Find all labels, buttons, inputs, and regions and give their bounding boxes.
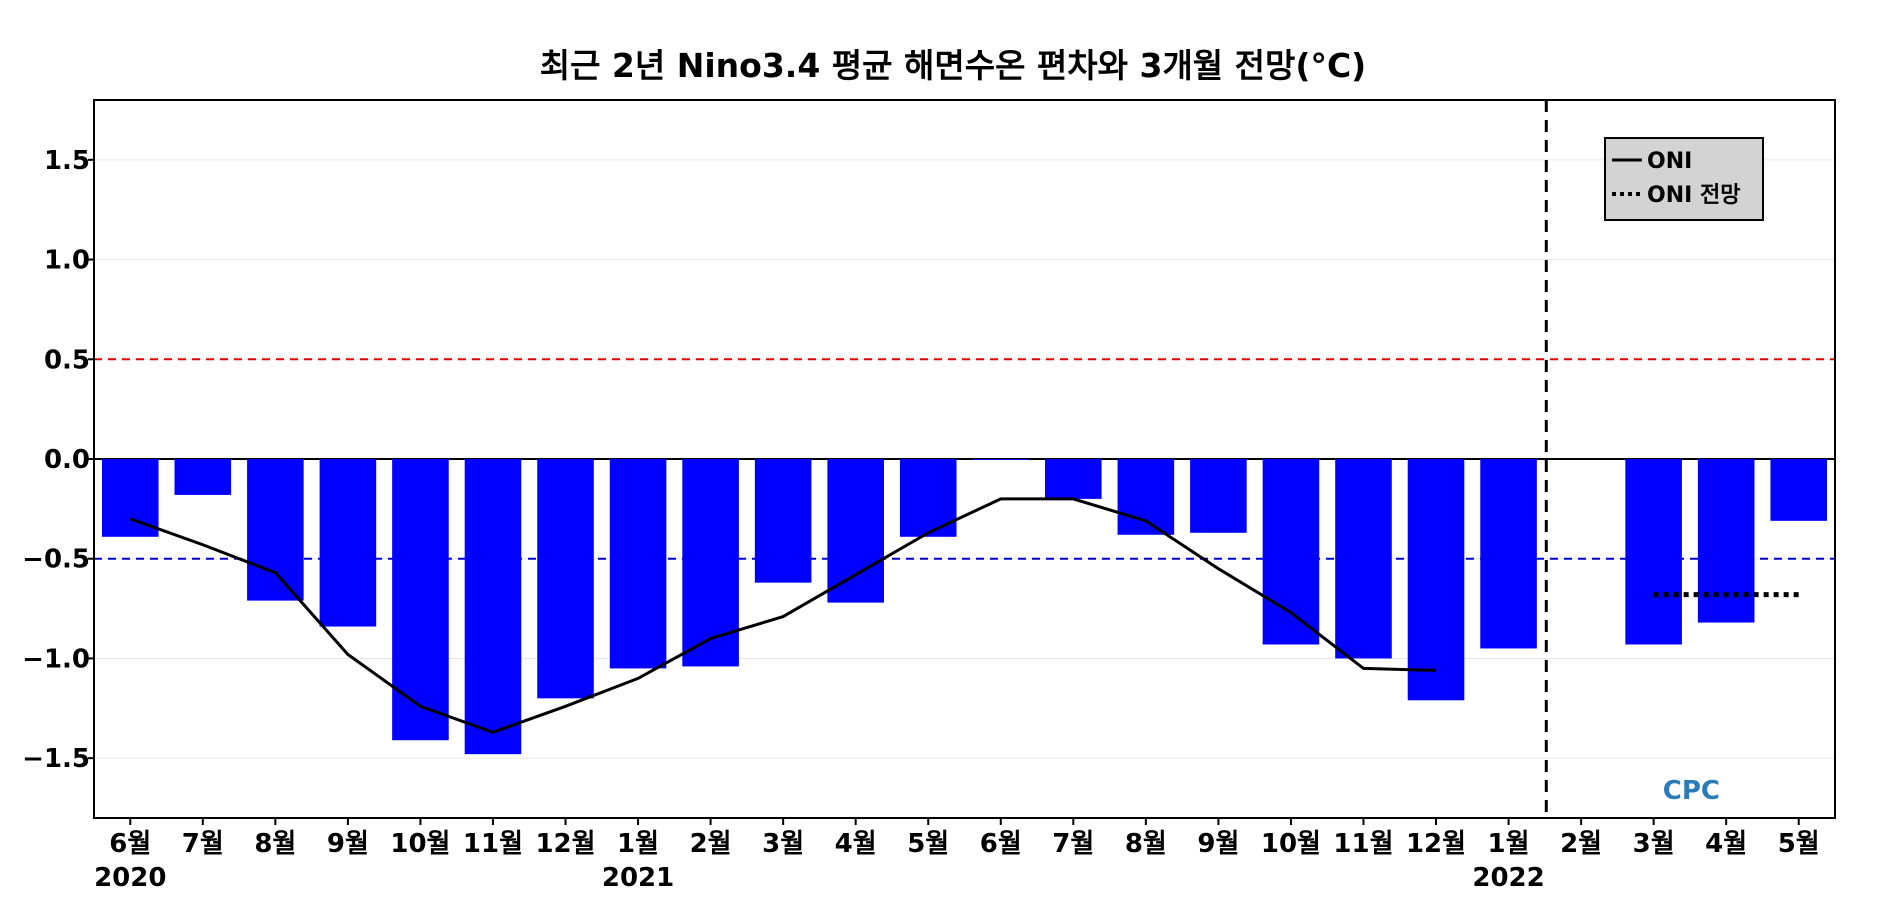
year-label-2: 2022 bbox=[1472, 863, 1544, 893]
bar-2 bbox=[247, 459, 304, 601]
bar-18 bbox=[1407, 459, 1465, 701]
x-tick-label-7: 1월 bbox=[617, 829, 659, 859]
year-label-0: 2020 bbox=[94, 863, 166, 893]
bar-7 bbox=[609, 459, 667, 669]
bar-0 bbox=[101, 459, 159, 537]
x-tick-label-23: 5월 bbox=[1778, 829, 1820, 859]
x-tick-label-16: 10월 bbox=[1261, 829, 1321, 859]
x-tick-label-19: 1월 bbox=[1488, 829, 1530, 859]
anomaly-bars bbox=[101, 459, 1828, 755]
bar-8 bbox=[682, 459, 739, 667]
bar-19 bbox=[1480, 459, 1537, 649]
bar-15 bbox=[1190, 459, 1247, 533]
y-tick-label-6: −1.5 bbox=[22, 744, 90, 774]
y-tick-label-1: 1.0 bbox=[44, 246, 90, 276]
y-tick-label-4: −0.5 bbox=[22, 545, 90, 575]
y-tick-label-3: 0.0 bbox=[44, 445, 90, 475]
x-tick-label-14: 8월 bbox=[1125, 829, 1167, 859]
x-tick-label-18: 12월 bbox=[1406, 829, 1466, 859]
y-tick-label-5: −1.0 bbox=[22, 644, 90, 674]
x-tick-labels: 6월 7월 8월 9월 10월 11월 12월 1월 2월 3월 4월 5월 6월 7월 8월 9월 10월 11… bbox=[109, 829, 1819, 859]
bar-21 bbox=[1625, 459, 1682, 645]
x-tick-label-22: 4월 bbox=[1705, 829, 1747, 859]
x-tick-label-13: 7월 bbox=[1052, 829, 1094, 859]
x-tick-label-4: 10월 bbox=[390, 829, 450, 859]
x-tick-label-20: 2월 bbox=[1560, 829, 1602, 859]
bar-12 bbox=[972, 459, 1030, 460]
x-tick-label-17: 11월 bbox=[1333, 829, 1393, 859]
reference-lines bbox=[94, 358, 1835, 560]
bar-9 bbox=[754, 459, 812, 583]
bar-17 bbox=[1335, 459, 1392, 659]
bar-6 bbox=[537, 459, 594, 699]
year-label-1: 2021 bbox=[602, 863, 674, 893]
x-tick-label-21: 3월 bbox=[1633, 829, 1675, 859]
axes bbox=[88, 99, 1836, 825]
y-tick-label-2: 0.5 bbox=[44, 345, 90, 375]
bar-22 bbox=[1697, 459, 1755, 623]
y-tick-labels: 1.5 1.0 0.5 0.0 −0.5 −1.0 −1.5 bbox=[22, 146, 90, 774]
cpc-logo-text: CPC bbox=[1663, 776, 1720, 806]
x-tick-label-12: 6월 bbox=[980, 829, 1022, 859]
bar-23 bbox=[1770, 459, 1828, 521]
legend-label-oni-forecast: ONI 전망 bbox=[1647, 183, 1740, 208]
bar-5 bbox=[464, 459, 522, 755]
legend-box bbox=[1604, 137, 1764, 221]
chart-title: 최근 2년 Nino3.4 평균 해면수온 편차와 3개월 전망(°C) bbox=[540, 46, 1367, 85]
cpc-logo: CPC bbox=[1663, 776, 1720, 806]
x-tick-label-9: 3월 bbox=[762, 829, 804, 859]
bar-10 bbox=[827, 459, 884, 603]
bar-3 bbox=[319, 459, 377, 627]
legend: ONI ONI 전망 bbox=[1604, 137, 1764, 221]
series-line-0-0 bbox=[129, 497, 1437, 734]
x-tick-label-3: 9월 bbox=[327, 829, 369, 859]
legend-label-oni: ONI bbox=[1647, 149, 1692, 174]
bar-4 bbox=[392, 459, 449, 741]
x-tick-label-8: 2월 bbox=[690, 829, 732, 859]
x-tick-label-2: 8월 bbox=[254, 829, 296, 859]
y-tick-label-0: 1.5 bbox=[44, 146, 90, 176]
x-tick-label-10: 4월 bbox=[835, 829, 877, 859]
x-tick-label-1: 7월 bbox=[182, 829, 224, 859]
x-tick-label-5: 11월 bbox=[463, 829, 523, 859]
x-tick-label-6: 12월 bbox=[535, 829, 595, 859]
x-tick-label-11: 5월 bbox=[907, 829, 949, 859]
bar-16 bbox=[1262, 459, 1320, 645]
bar-1 bbox=[174, 459, 232, 495]
year-labels: 2020 2021 2022 bbox=[94, 863, 1545, 893]
bar-13 bbox=[1045, 459, 1102, 499]
x-tick-label-0: 6월 bbox=[109, 829, 151, 859]
x-tick-label-15: 9월 bbox=[1197, 829, 1239, 859]
oni-lines bbox=[129, 497, 1799, 734]
bar-14 bbox=[1117, 459, 1175, 535]
